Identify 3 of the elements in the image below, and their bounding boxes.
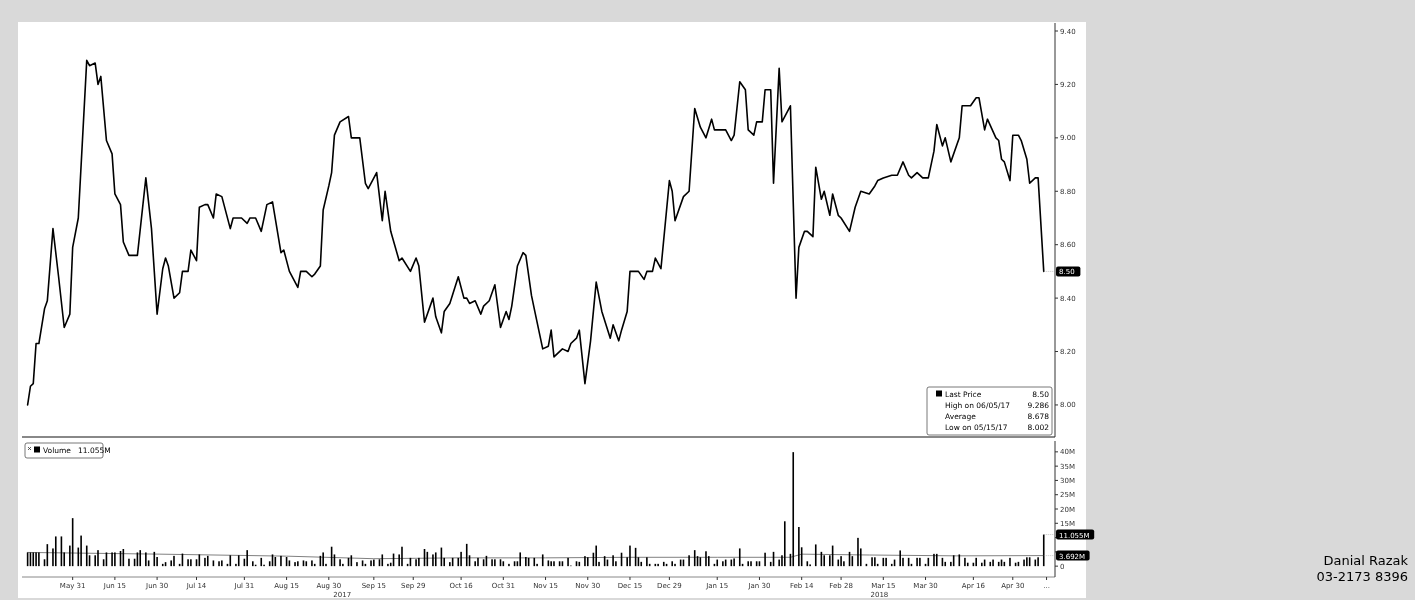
text: Danial Razak bbox=[1323, 553, 1409, 568]
text: 03-2173 8396 bbox=[1316, 569, 1408, 584]
line-series bbox=[27, 551, 1045, 560]
